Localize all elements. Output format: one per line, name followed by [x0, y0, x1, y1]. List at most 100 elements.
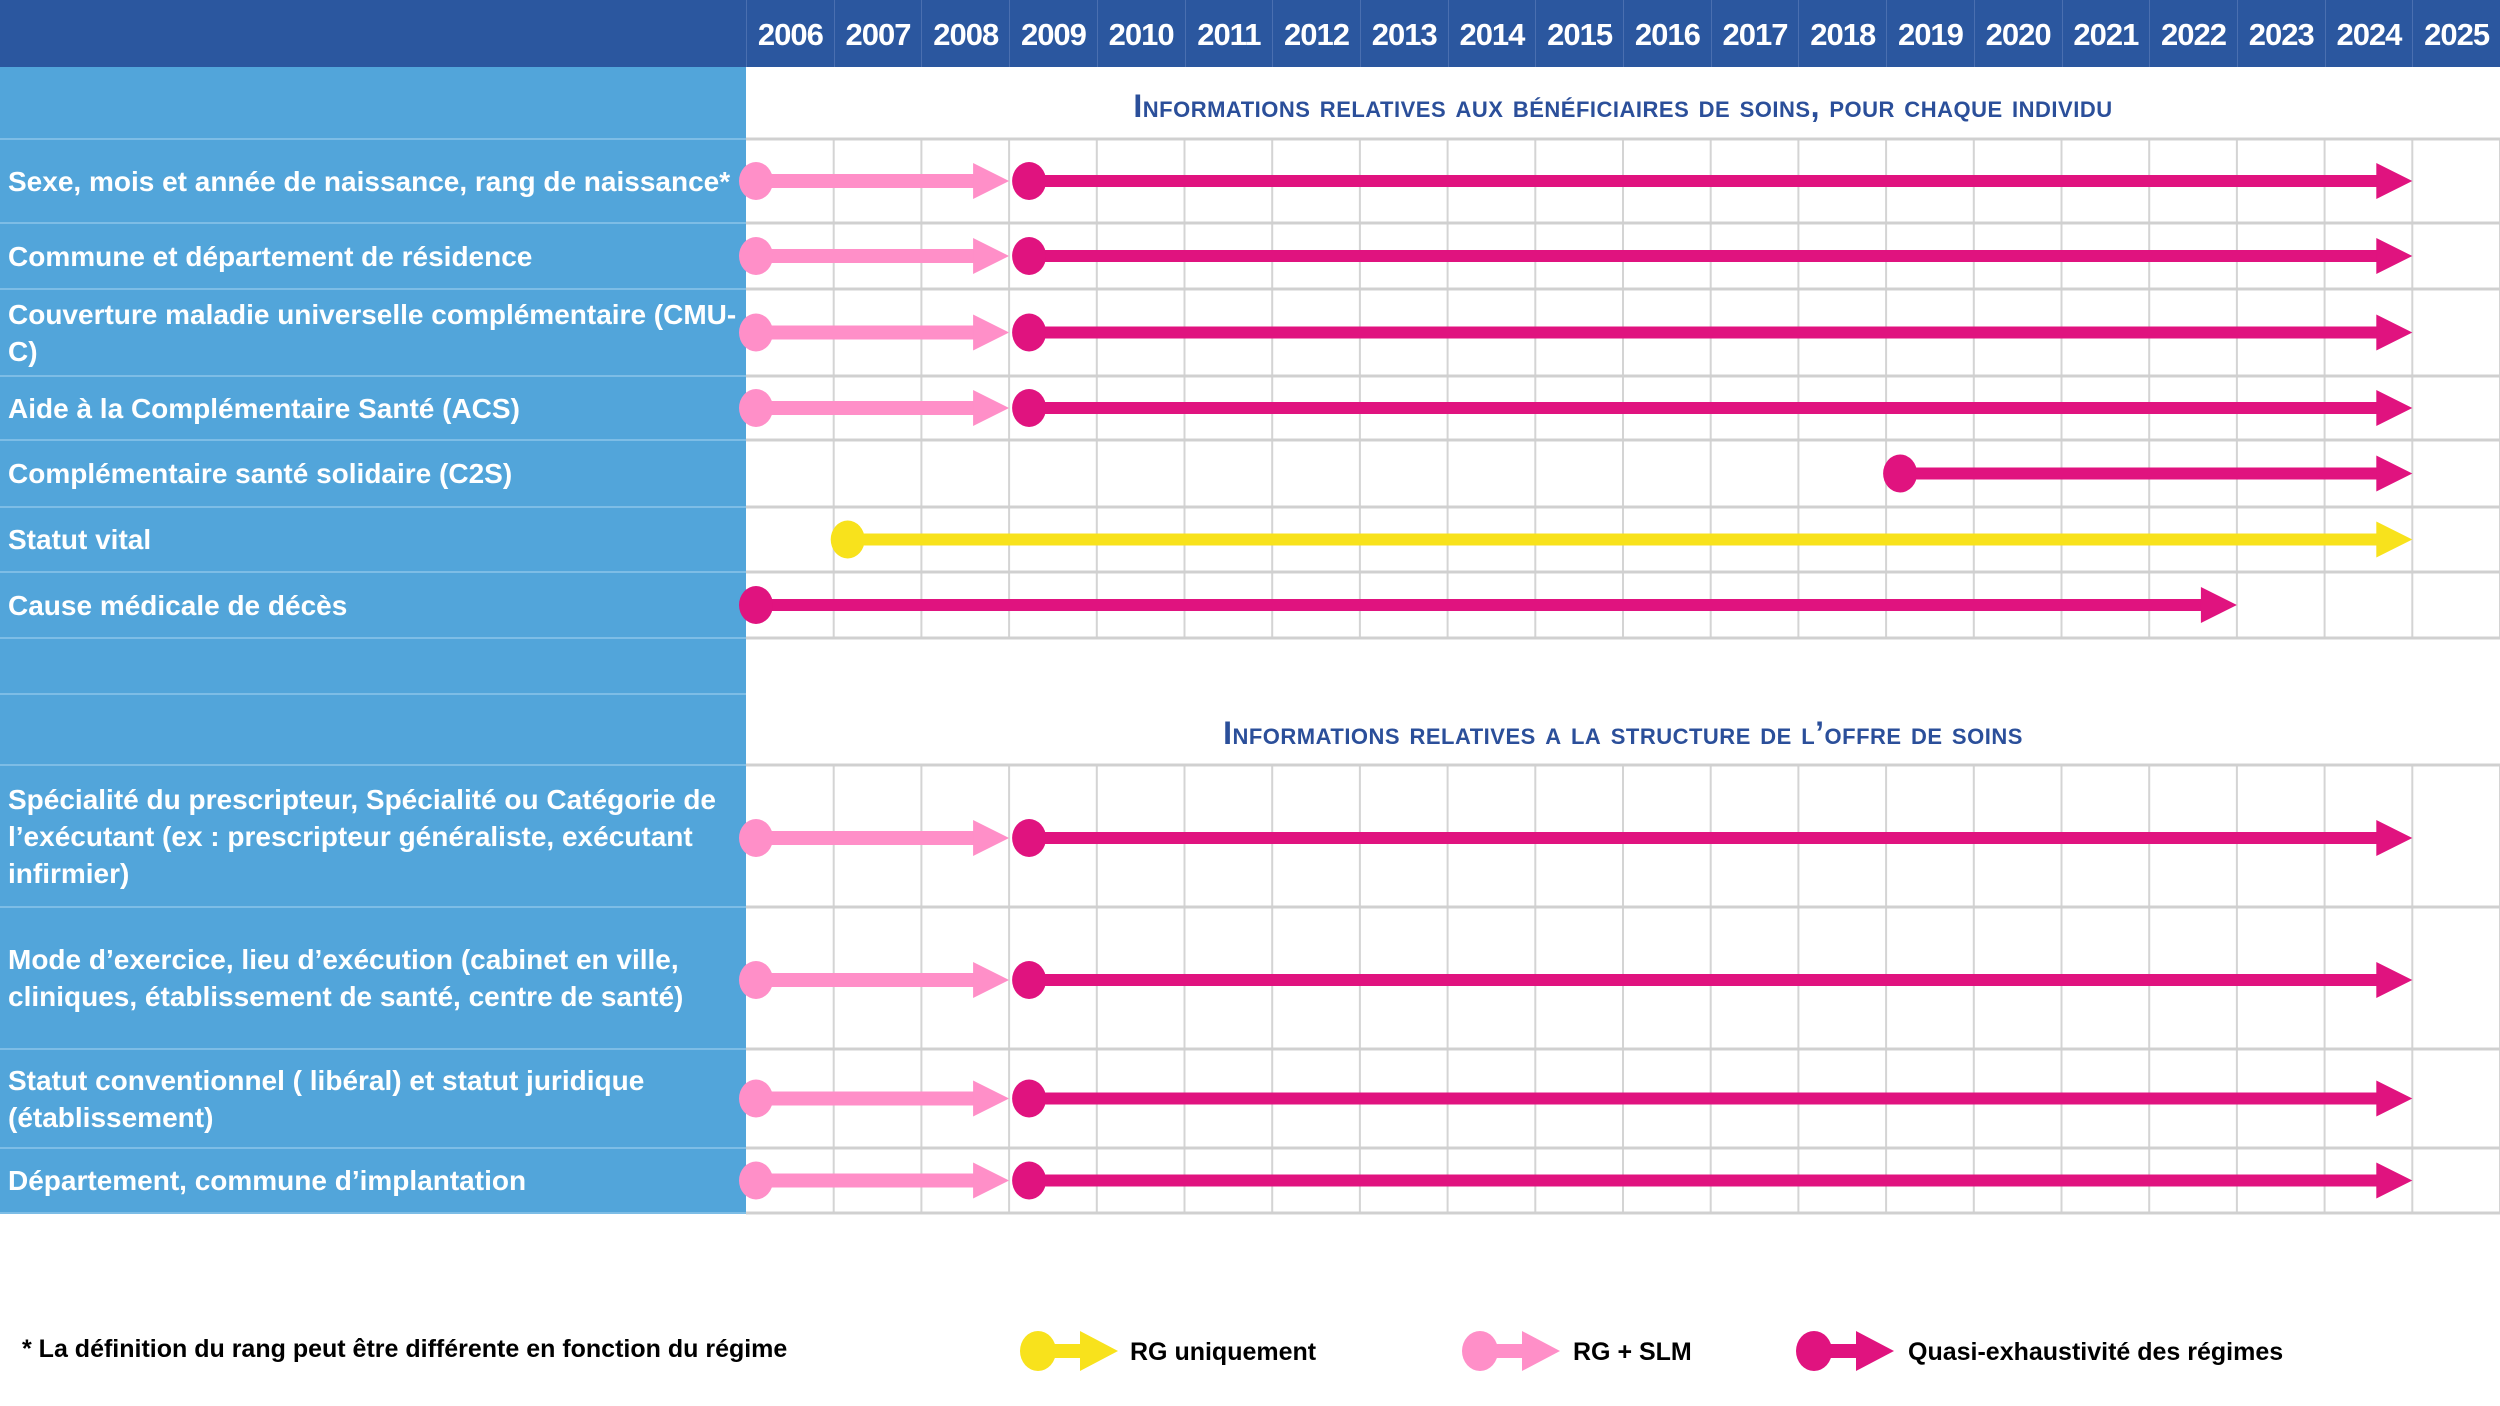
year-2010: 2010	[1096, 0, 1185, 67]
legend-arrow-icon	[1080, 1331, 1118, 1371]
row-label: Mode d’exercice, lieu d’exécution (cabin…	[8, 907, 738, 1049]
arrow-rg_slm-arrowhead	[973, 1080, 1010, 1117]
row-divider	[0, 288, 746, 290]
row-divider	[0, 138, 746, 140]
year-2012: 2012	[1272, 0, 1360, 67]
row-label-text: Statut conventionnel ( libéral) et statu…	[8, 1064, 645, 1133]
year-2014: 2014	[1447, 0, 1536, 67]
legend-arrow-icon	[1522, 1331, 1560, 1371]
year-2019: 2019	[1886, 0, 1974, 67]
arrow-quasi_exhaustivite-arrowhead	[2376, 238, 2413, 274]
arrow-rg_slm-arrowhead	[973, 820, 1010, 856]
arrow-quasi_exhaustivite-start-dot	[739, 586, 773, 624]
arrow-quasi_exhaustivite-arrowhead	[2376, 163, 2413, 199]
arrow-rg_slm-arrowhead	[973, 314, 1010, 351]
arrow-rg_slm-start-dot	[739, 961, 773, 999]
row-label-text: Spécialité du prescripteur, Spécialité o…	[8, 783, 716, 889]
arrow-quasi_exhaustivite-start-dot	[1012, 313, 1047, 352]
row-label: Statut vital	[8, 507, 738, 572]
year-2022: 2022	[2149, 0, 2237, 67]
arrow-quasi_exhaustivite-arrowhead	[2200, 587, 2237, 623]
legend-label-rg-slm: RG + SLM	[1573, 1338, 1692, 1366]
arrow-quasi_exhaustivite-arrowhead	[2376, 1080, 2413, 1117]
arrow-rg_slm-arrowhead	[973, 962, 1010, 998]
arrow-quasi_exhaustivite-start-dot	[1883, 454, 1918, 493]
row-label: Aide à la Complémentaire Santé (ACS)	[8, 376, 738, 440]
arrow-quasi_exhaustivite-arrowhead	[2376, 1162, 2413, 1199]
arrow-quasi_exhaustivite-arrowhead	[2376, 314, 2413, 351]
row-divider	[0, 764, 746, 766]
row-label-text: Aide à la Complémentaire Santé (ACS)	[8, 392, 520, 424]
row-label: Statut conventionnel ( libéral) et statu…	[8, 1049, 738, 1148]
footnote: * La définition du rang peut être différ…	[22, 1335, 788, 1363]
row-label: Couverture maladie universelle complémen…	[8, 289, 738, 376]
year-header: 2006 2007 2008 2009 2010 2011 2012 2013 2014 2015…	[0, 0, 2500, 67]
year-2007: 2007	[833, 0, 922, 67]
arrow-quasi_exhaustivite-start-dot	[1012, 1079, 1047, 1118]
legend-dot-icon	[1796, 1331, 1832, 1371]
row-divider	[0, 637, 746, 639]
year-2021: 2021	[2061, 0, 2150, 67]
arrow-rg_slm-arrowhead	[973, 1162, 1010, 1199]
legend-dot-icon	[1462, 1331, 1498, 1371]
row-divider	[0, 906, 746, 908]
label-column	[0, 67, 746, 1213]
year-2017: 2017	[1710, 0, 1799, 67]
arrow-quasi_exhaustivite-start-dot	[1012, 819, 1047, 857]
year-2020: 2020	[1973, 0, 2062, 67]
year-2008: 2008	[921, 0, 1009, 67]
row-label: Spécialité du prescripteur, Spécialité o…	[8, 765, 738, 907]
year-2023: 2023	[2236, 0, 2325, 67]
arrow-rg_uniquement-start-dot	[830, 520, 865, 559]
arrow-rg_slm-start-dot	[739, 1161, 773, 1200]
row-label-text: Mode d’exercice, lieu d’exécution (cabin…	[8, 944, 684, 1012]
row-divider	[0, 1048, 746, 1050]
row-label-text: Cause médicale de décès	[8, 589, 348, 621]
row-divider	[0, 506, 746, 508]
legend-arrow-icon	[1856, 1331, 1894, 1371]
row-divider	[0, 222, 746, 224]
year-2009: 2009	[1009, 0, 1097, 67]
row-divider	[0, 571, 746, 573]
arrow-rg_slm-arrowhead	[973, 238, 1010, 274]
legend-dot-icon	[1020, 1331, 1056, 1371]
section-title-offre-de-soins: Informations relatives a la structure de…	[1223, 715, 2023, 751]
arrow-quasi_exhaustivite-start-dot	[1012, 389, 1047, 427]
year-2011: 2011	[1184, 0, 1273, 67]
year-2016: 2016	[1623, 0, 1711, 67]
row-label-text: Sexe, mois et année de naissance, rang d…	[8, 165, 731, 197]
row-label: Sexe, mois et année de naissance, rang d…	[8, 139, 738, 223]
row-divider	[0, 375, 746, 377]
arrow-rg_slm-start-dot	[739, 162, 773, 200]
year-2018: 2018	[1798, 0, 1886, 67]
year-2013: 2013	[1359, 0, 1448, 67]
arrow-rg_slm-start-dot	[739, 819, 773, 857]
arrow-quasi_exhaustivite-arrowhead	[2376, 962, 2413, 998]
row-label-text: Couverture maladie universelle complémen…	[8, 298, 737, 367]
year-2006: 2006	[746, 0, 834, 67]
arrow-quasi_exhaustivite-arrowhead	[2376, 820, 2413, 856]
year-2025: 2025	[2412, 0, 2500, 67]
row-label-text: Commune et département de résidence	[8, 240, 533, 272]
row-divider	[0, 693, 746, 695]
row-divider	[0, 439, 746, 441]
row-label-text: Complémentaire santé solidaire (C2S)	[8, 458, 513, 489]
row-label: Complémentaire santé solidaire (C2S)	[8, 440, 738, 507]
row-label-text: Statut vital	[8, 524, 152, 555]
row-divider	[0, 1212, 746, 1214]
arrow-rg_slm-start-dot	[739, 389, 773, 427]
row-label: Département, commune d’implantation	[8, 1148, 738, 1213]
arrow-rg_slm-arrowhead	[973, 163, 1010, 199]
year-2024: 2024	[2324, 0, 2413, 67]
arrow-quasi_exhaustivite-arrowhead	[2376, 455, 2413, 492]
year-2015: 2015	[1535, 0, 1623, 67]
arrow-rg_uniquement-arrowhead	[2376, 521, 2413, 558]
arrow-quasi_exhaustivite-start-dot	[1012, 237, 1047, 275]
arrow-rg_slm-arrowhead	[973, 390, 1010, 426]
arrow-quasi_exhaustivite-start-dot	[1012, 961, 1047, 999]
row-label: Commune et département de résidence	[8, 223, 738, 289]
arrow-rg_slm-start-dot	[739, 237, 773, 275]
row-divider	[0, 1147, 746, 1149]
arrow-quasi_exhaustivite-start-dot	[1012, 162, 1047, 200]
